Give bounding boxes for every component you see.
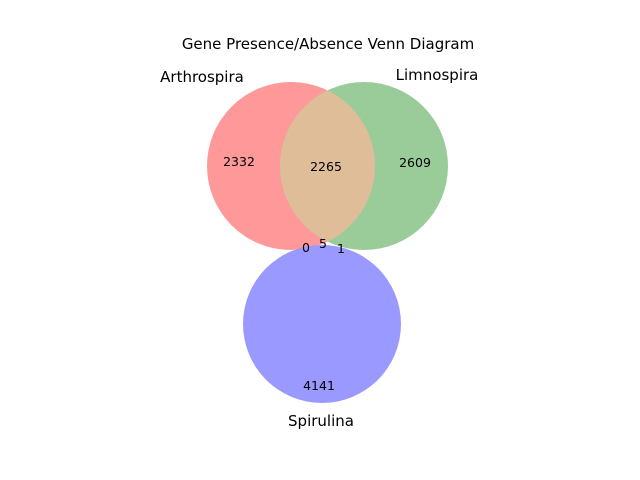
- set-label-arthrospira: Arthrospira: [160, 68, 244, 86]
- count-arthrospira-limnospira: 2265: [310, 159, 342, 174]
- count-arthrospira-spirulina: 0: [302, 240, 310, 255]
- count-all-three: 5: [319, 236, 327, 251]
- set-label-limnospira: Limnospira: [396, 66, 479, 84]
- diagram-title: Gene Presence/Absence Venn Diagram: [182, 35, 474, 53]
- circle-spirulina: [243, 245, 401, 403]
- count-arthrospira-only: 2332: [223, 154, 255, 169]
- set-label-spirulina: Spirulina: [288, 412, 354, 430]
- count-limnospira-only: 2609: [399, 155, 431, 170]
- count-spirulina-only: 4141: [303, 378, 335, 393]
- count-limnospira-spirulina: 1: [337, 241, 345, 256]
- overlap-arthrospira-limnospira: [280, 82, 375, 250]
